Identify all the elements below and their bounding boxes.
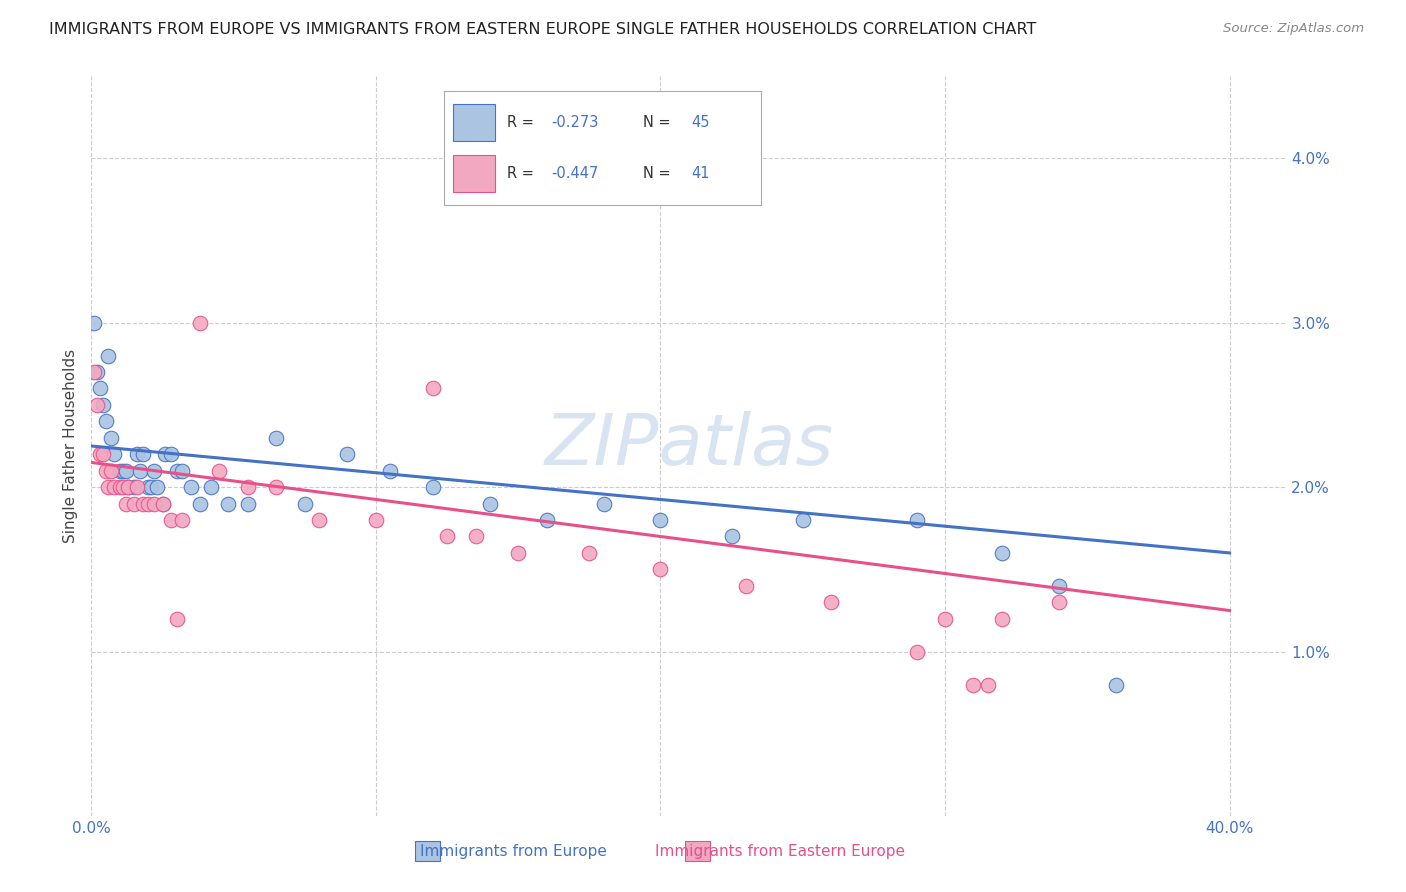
Point — [146, 480, 169, 494]
Point — [792, 513, 814, 527]
Point — [172, 464, 194, 478]
Text: Immigrants from Eastern Europe: Immigrants from Eastern Europe — [655, 845, 905, 859]
Point — [103, 447, 125, 461]
Point — [100, 431, 122, 445]
Point — [188, 497, 211, 511]
Point — [650, 562, 672, 576]
Point — [89, 447, 111, 461]
Point — [536, 513, 558, 527]
Point — [236, 480, 259, 494]
Point — [464, 529, 486, 543]
Point — [111, 464, 134, 478]
Point — [820, 595, 842, 609]
Point — [905, 645, 928, 659]
Point — [152, 497, 174, 511]
Point — [266, 431, 288, 445]
Point — [208, 464, 231, 478]
Point — [83, 365, 105, 379]
Text: ZIPatlas: ZIPatlas — [544, 411, 834, 481]
Point — [422, 480, 444, 494]
Point — [108, 464, 131, 478]
Point — [103, 480, 125, 494]
Point — [200, 480, 222, 494]
Point — [160, 513, 183, 527]
Point — [122, 497, 145, 511]
Point — [94, 414, 117, 428]
Point — [122, 480, 145, 494]
Point — [364, 513, 387, 527]
Point — [962, 677, 984, 691]
Point — [436, 529, 458, 543]
Point — [294, 497, 316, 511]
Point — [166, 464, 188, 478]
Point — [217, 497, 239, 511]
Point — [160, 447, 183, 461]
Point — [188, 316, 211, 330]
Point — [308, 513, 330, 527]
Point — [991, 546, 1014, 560]
Point — [136, 497, 159, 511]
Point — [378, 464, 402, 478]
Point — [86, 365, 108, 379]
Point — [991, 612, 1014, 626]
Point — [336, 447, 359, 461]
Point — [91, 447, 114, 461]
Point — [650, 513, 672, 527]
Point — [1105, 677, 1128, 691]
Point — [180, 480, 202, 494]
Point — [125, 447, 148, 461]
Point — [905, 513, 928, 527]
Point — [172, 513, 194, 527]
Point — [97, 480, 120, 494]
Point — [117, 480, 139, 494]
Point — [143, 464, 166, 478]
Point — [155, 447, 177, 461]
Point — [141, 480, 163, 494]
Point — [131, 447, 153, 461]
Point — [508, 546, 530, 560]
Point — [94, 464, 117, 478]
Point — [934, 612, 956, 626]
Text: Source: ZipAtlas.com: Source: ZipAtlas.com — [1223, 22, 1364, 36]
Point — [1047, 595, 1070, 609]
Text: IMMIGRANTS FROM EUROPE VS IMMIGRANTS FROM EASTERN EUROPE SINGLE FATHER HOUSEHOLD: IMMIGRANTS FROM EUROPE VS IMMIGRANTS FRO… — [49, 22, 1036, 37]
Point — [97, 349, 120, 363]
Point — [266, 480, 288, 494]
Point — [125, 480, 148, 494]
Point — [592, 497, 614, 511]
Point — [83, 316, 105, 330]
Point — [143, 497, 166, 511]
Point — [111, 480, 134, 494]
Point — [131, 497, 153, 511]
Point — [578, 546, 600, 560]
Point — [91, 398, 114, 412]
Point — [114, 464, 136, 478]
Point — [166, 612, 188, 626]
Point — [100, 464, 122, 478]
Point — [422, 381, 444, 395]
Point — [136, 480, 159, 494]
Y-axis label: Single Father Households: Single Father Households — [62, 349, 77, 543]
Point — [89, 381, 111, 395]
Point — [108, 480, 131, 494]
Point — [236, 497, 259, 511]
Point — [128, 464, 150, 478]
Point — [117, 480, 139, 494]
Point — [720, 529, 742, 543]
Point — [152, 497, 174, 511]
Point — [976, 677, 998, 691]
Point — [114, 497, 136, 511]
Point — [478, 497, 501, 511]
Point — [1047, 579, 1070, 593]
Point — [734, 579, 756, 593]
Point — [86, 398, 108, 412]
Text: Immigrants from Europe: Immigrants from Europe — [420, 845, 606, 859]
